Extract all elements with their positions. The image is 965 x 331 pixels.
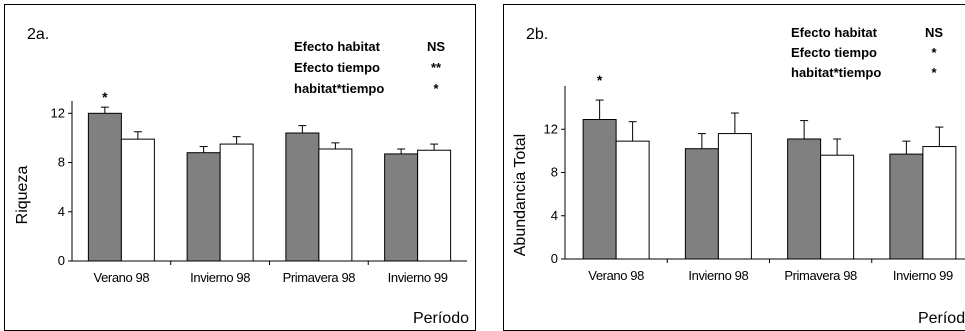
- x-axis-label: Período: [918, 310, 965, 327]
- bar: [820, 154, 855, 260]
- y-tick-label: 0: [551, 251, 558, 266]
- x-category-label: Verano 98: [588, 268, 644, 283]
- bar: [186, 152, 221, 262]
- bar: [318, 148, 353, 262]
- bar: [285, 132, 320, 262]
- bar: [219, 143, 254, 262]
- y-tick-label: 4: [58, 204, 65, 219]
- effect-value: *: [931, 65, 937, 80]
- bar: [120, 138, 155, 262]
- y-tick-label: 4: [551, 208, 558, 223]
- y-axis-label: Abundancia Total: [512, 134, 529, 256]
- effect-label: Efecto habitat: [791, 25, 878, 40]
- bar: [787, 138, 822, 260]
- x-axis-label: Período: [413, 310, 469, 327]
- y-tick-label: 8: [58, 155, 65, 170]
- y-tick-label: 12: [544, 121, 558, 136]
- bar: [684, 148, 719, 260]
- chart-2a-svg: 2a. Riqueza Período 0 4 8 12 Verano 98 Invier…: [14, 26, 469, 327]
- y-axis-label: Riqueza: [14, 166, 31, 225]
- bar: [922, 146, 957, 260]
- bar: [417, 149, 452, 262]
- x-category-label: Invierno 99: [388, 270, 448, 285]
- x-category-label: Invierno 98: [190, 270, 250, 285]
- bar: [889, 153, 924, 260]
- bar: [384, 153, 419, 262]
- effect-label: habitat*tiempo: [791, 65, 881, 80]
- chart-panel-2b: 2b. Abundancia Total Período 0 4 8 12 Verano…: [503, 4, 965, 331]
- chart-2b-svg: 2b. Abundancia Total Período 0 4 8 12 Verano…: [512, 25, 965, 327]
- effect-value: NS: [427, 39, 445, 54]
- effect-value: *: [433, 81, 439, 96]
- y-tick-label: 8: [551, 165, 558, 180]
- effect-value: NS: [925, 25, 943, 40]
- y-tick-label: 12: [51, 105, 65, 120]
- bar: [615, 140, 650, 260]
- bar: [582, 119, 617, 260]
- significance-star: *: [597, 72, 603, 88]
- effect-label: habitat*tiempo: [294, 81, 384, 96]
- effect-label: Efecto tiempo: [791, 45, 877, 60]
- y-tick-label: 0: [58, 253, 65, 268]
- effect-label: Efecto tiempo: [294, 60, 380, 75]
- bar: [87, 112, 122, 262]
- x-category-label: Verano 98: [94, 270, 150, 285]
- effect-label: Efecto habitat: [294, 39, 381, 54]
- x-category-label: Invierno 98: [688, 268, 748, 283]
- effect-value: *: [931, 45, 937, 60]
- panel-label: 2a.: [27, 26, 49, 43]
- panel-label: 2b.: [526, 26, 548, 43]
- x-category-label: Primavera 98: [784, 268, 857, 283]
- effect-value: **: [431, 60, 442, 75]
- x-category-label: Primavera 98: [283, 270, 356, 285]
- significance-star: *: [102, 89, 108, 105]
- x-category-label: Invierno 99: [893, 268, 953, 283]
- chart-panel-2a: 2a. Riqueza Período 0 4 8 12 Verano 98 Invier…: [4, 4, 476, 331]
- bar: [717, 133, 752, 260]
